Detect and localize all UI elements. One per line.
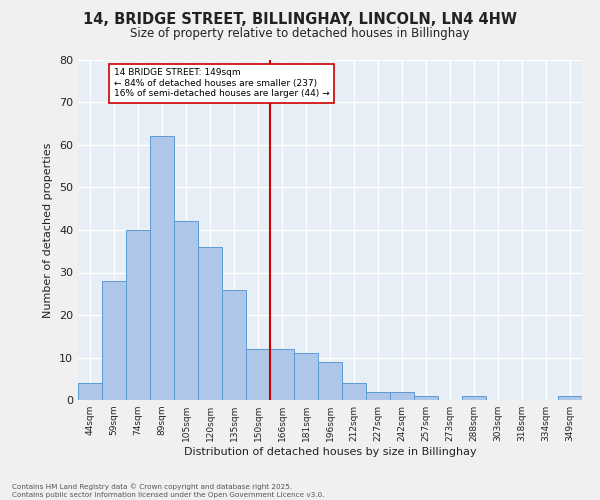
X-axis label: Distribution of detached houses by size in Billinghay: Distribution of detached houses by size …: [184, 447, 476, 457]
Bar: [102, 281, 126, 400]
Bar: [342, 383, 366, 400]
Bar: [150, 136, 174, 400]
Bar: [270, 349, 294, 400]
Bar: [414, 396, 438, 400]
Text: 14 BRIDGE STREET: 149sqm
← 84% of detached houses are smaller (237)
16% of semi-: 14 BRIDGE STREET: 149sqm ← 84% of detach…: [114, 68, 329, 98]
Bar: [462, 396, 486, 400]
Bar: [126, 230, 150, 400]
Bar: [174, 222, 198, 400]
Y-axis label: Number of detached properties: Number of detached properties: [43, 142, 53, 318]
Text: 14, BRIDGE STREET, BILLINGHAY, LINCOLN, LN4 4HW: 14, BRIDGE STREET, BILLINGHAY, LINCOLN, …: [83, 12, 517, 28]
Text: Size of property relative to detached houses in Billinghay: Size of property relative to detached ho…: [130, 28, 470, 40]
Bar: [366, 392, 390, 400]
Bar: [558, 396, 582, 400]
Bar: [294, 353, 318, 400]
Bar: [198, 247, 222, 400]
Bar: [390, 392, 414, 400]
Bar: [246, 349, 270, 400]
Bar: [222, 290, 246, 400]
Bar: [78, 383, 102, 400]
Bar: [318, 362, 342, 400]
Text: Contains HM Land Registry data © Crown copyright and database right 2025.
Contai: Contains HM Land Registry data © Crown c…: [12, 484, 325, 498]
